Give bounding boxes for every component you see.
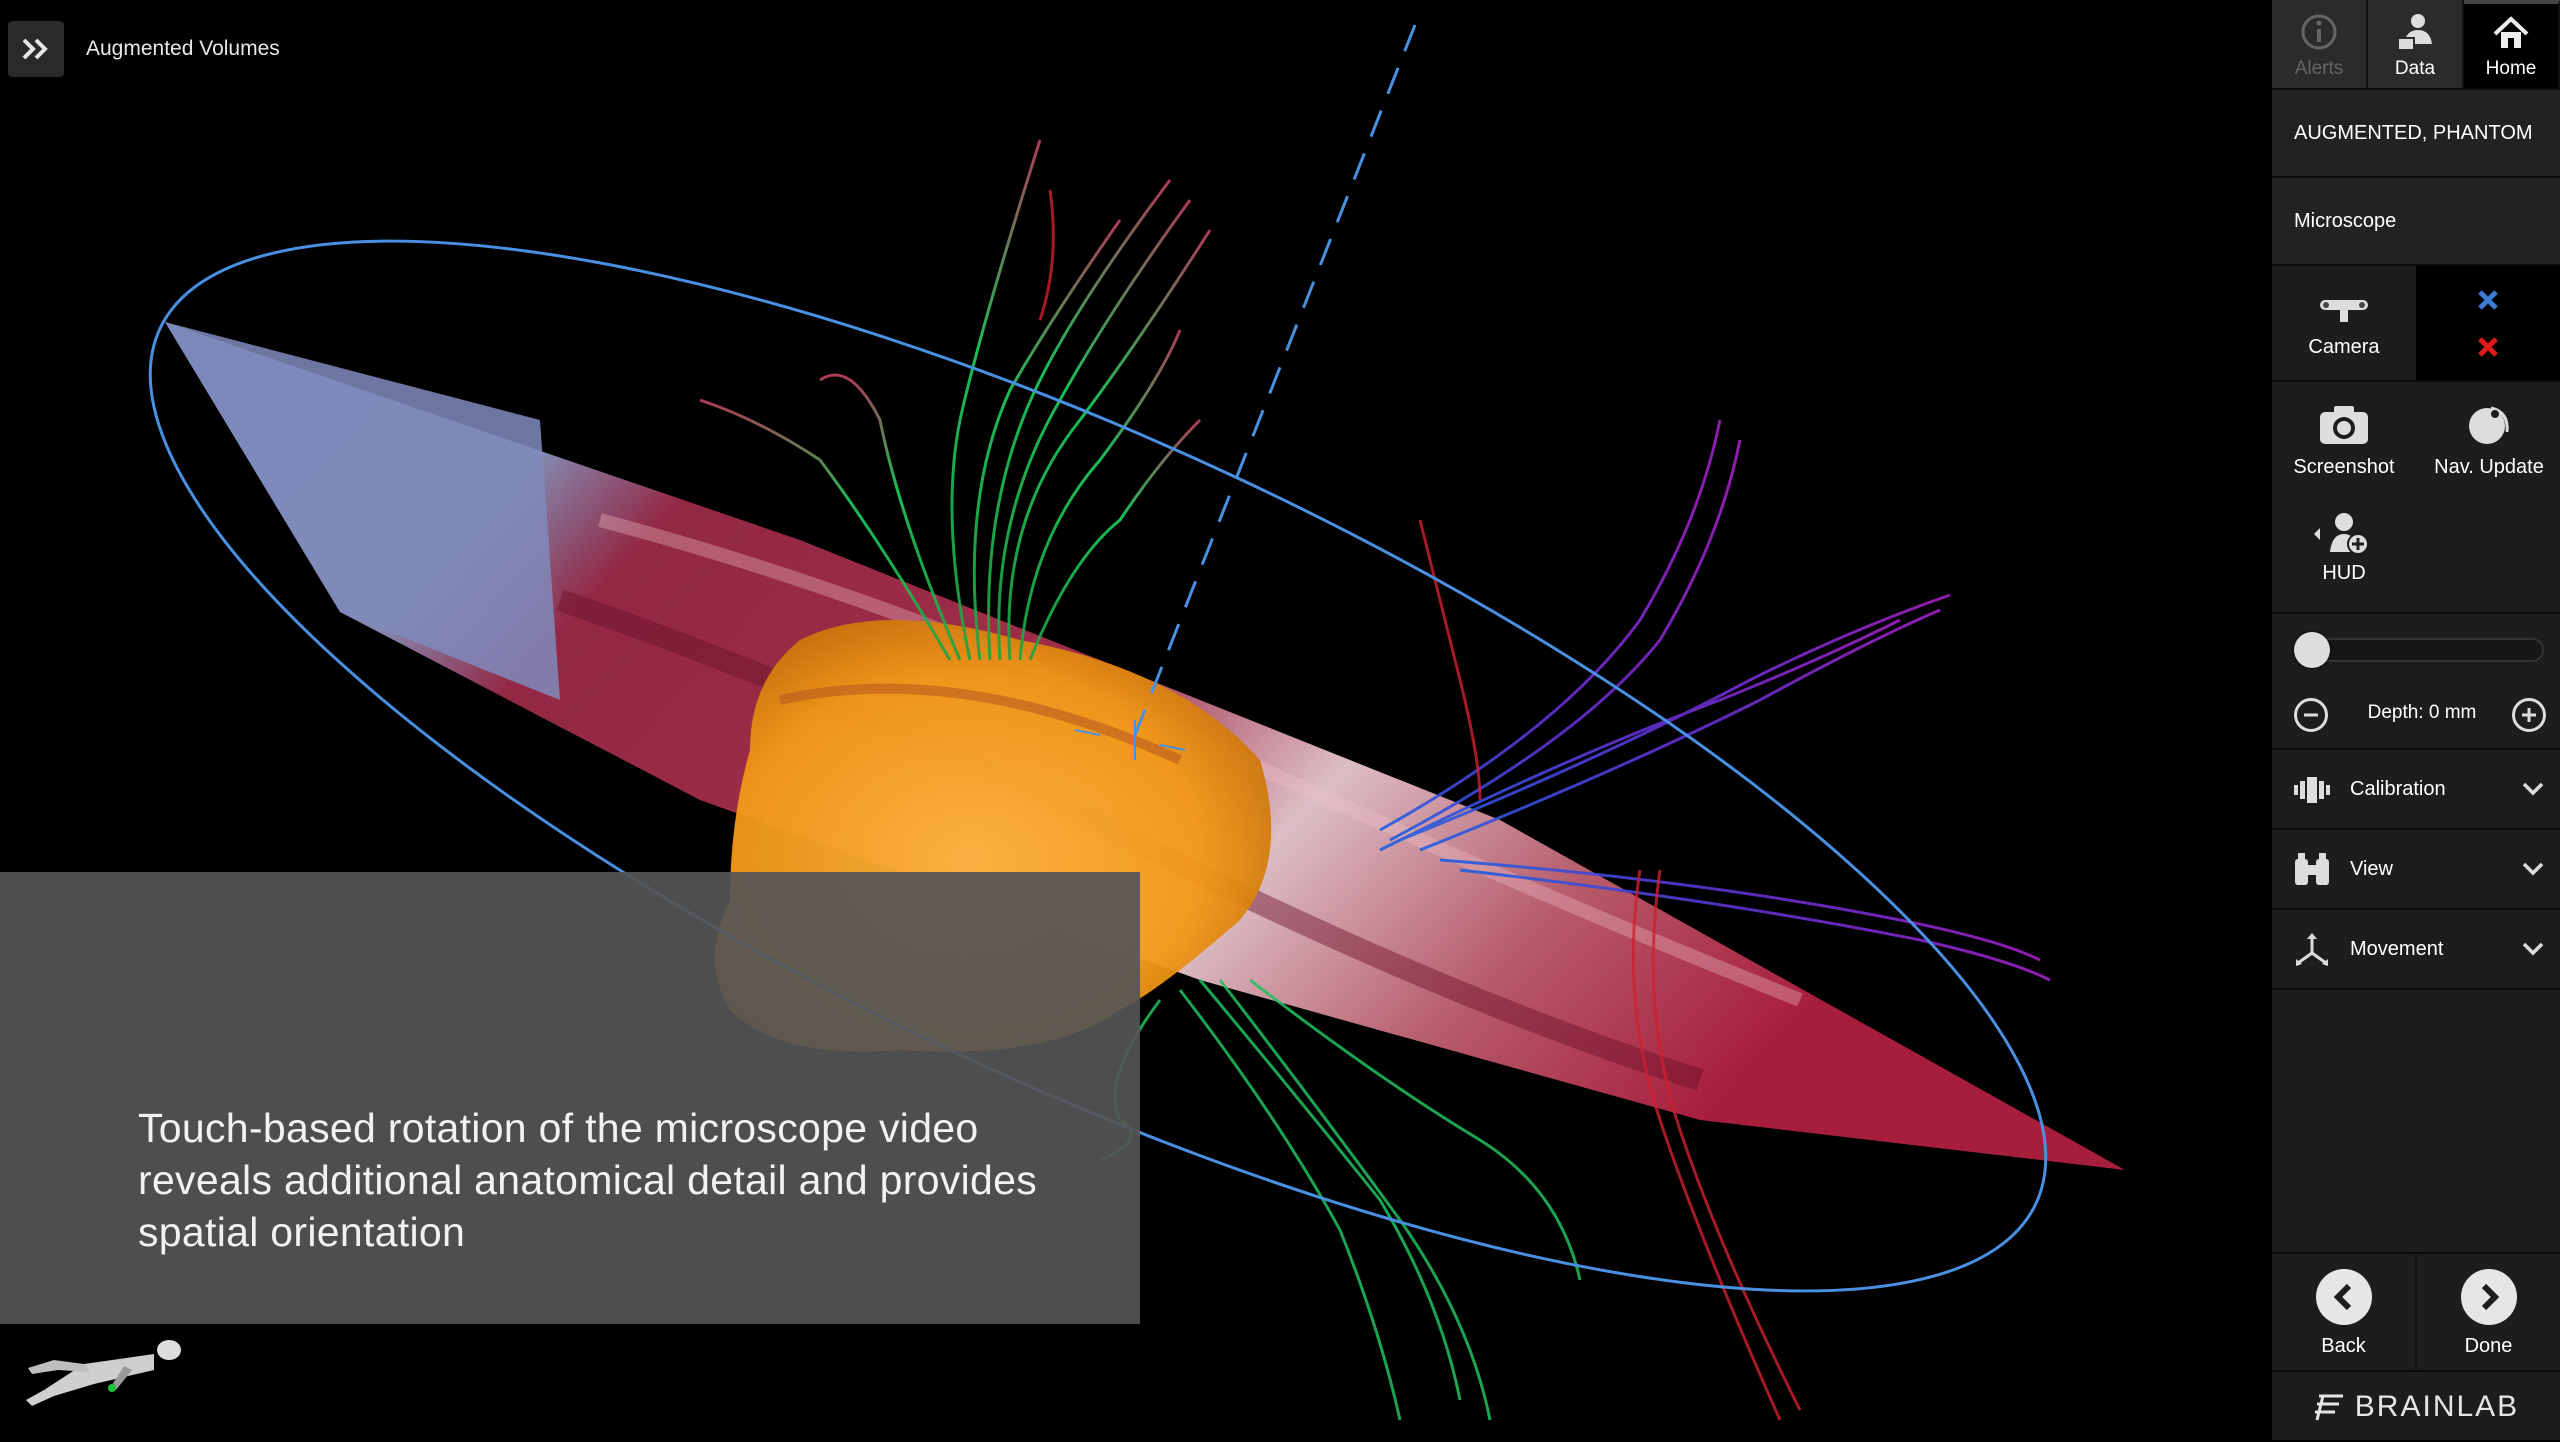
nav-update-button[interactable]: Nav. Update: [2424, 402, 2554, 479]
microscope-axis: [1133, 24, 1417, 736]
chevron-down-icon: [2522, 862, 2544, 876]
calibration-accordion[interactable]: Calibration: [2272, 750, 2560, 830]
calibration-label: Calibration: [2350, 777, 2446, 800]
hud-label: HUD: [2322, 562, 2366, 584]
binoculars-icon: [2295, 853, 2329, 885]
depth-decrease-button[interactable]: [2294, 698, 2328, 732]
device-selector[interactable]: Microscope: [2272, 178, 2560, 266]
patient-orientation-icon[interactable]: [14, 1330, 184, 1414]
back-button[interactable]: Back: [2272, 1254, 2415, 1372]
movement-label: Movement: [2350, 937, 2444, 960]
right-control-panel: Alerts Data Home AUGMENTED, PHANTOM Micr…: [2264, 0, 2560, 1440]
depth-increase-button[interactable]: [2512, 698, 2546, 732]
caption-overlay: [0, 872, 1140, 1324]
plus-icon: [2522, 708, 2536, 722]
calibration-icon: [2294, 777, 2330, 803]
minus-icon: [2304, 713, 2318, 717]
tab-data[interactable]: Data: [2368, 0, 2464, 88]
caption-text: Touch-based rotation of the microscope v…: [138, 1105, 1038, 1255]
camera-label: Camera: [2308, 335, 2380, 358]
back-label: Back: [2321, 1334, 2366, 1357]
movement-accordion[interactable]: Movement: [2272, 910, 2560, 990]
home-icon: [2493, 16, 2529, 48]
info-icon: [2301, 14, 2337, 50]
movement-icon: [2296, 933, 2328, 966]
brand-name: BRAINLAB: [2354, 1390, 2520, 1423]
tab-home-label: Home: [2485, 58, 2537, 79]
hud-button[interactable]: HUD: [2284, 510, 2404, 585]
brand-logo: BRAINLAB: [2272, 1370, 2560, 1442]
tab-home[interactable]: Home: [2464, 0, 2560, 88]
nav-update-label: Nav. Update: [2434, 456, 2544, 478]
page-title: Augmented Volumes: [86, 37, 280, 60]
tab-alerts[interactable]: Alerts: [2272, 0, 2368, 88]
tab-alerts-label: Alerts: [2294, 58, 2344, 79]
patient-name[interactable]: AUGMENTED, PHANTOM: [2272, 90, 2560, 178]
hud-icon: [2314, 513, 2369, 555]
red-marker-icon: [2478, 336, 2498, 357]
expand-panel-button[interactable]: [8, 21, 64, 77]
chevron-down-icon: [2522, 782, 2544, 796]
blue-marker-icon: [2478, 289, 2498, 310]
chevron-left-icon: [2333, 1283, 2351, 1310]
camera-icon: [2320, 406, 2368, 444]
chevron-right-icon: [2481, 1283, 2499, 1310]
view-label: View: [2350, 857, 2393, 880]
done-button[interactable]: Done: [2415, 1254, 2560, 1372]
3d-viewport[interactable]: Augmented Volumes Touch-based rotation o…: [0, 0, 2264, 1440]
chevron-down-icon: [2522, 942, 2544, 956]
depth-slider-knob[interactable]: [2294, 632, 2330, 668]
done-label: Done: [2464, 1334, 2513, 1357]
nav-update-icon: [2469, 406, 2509, 444]
tracking-status: [2416, 266, 2560, 380]
view-accordion[interactable]: View: [2272, 830, 2560, 910]
screenshot-button[interactable]: Screenshot: [2284, 402, 2404, 479]
brainlab-logo-icon: [2314, 1394, 2343, 1421]
camera-tracker-icon: [2320, 299, 2368, 322]
patient-data-icon: [2397, 14, 2432, 51]
tab-data-label: Data: [2394, 58, 2436, 79]
screenshot-label: Screenshot: [2293, 456, 2395, 478]
camera-button[interactable]: Camera: [2272, 266, 2416, 380]
double-chevron-right-icon: [22, 38, 48, 60]
depth-label: Depth: 0 mm: [2367, 702, 2477, 723]
depth-slider[interactable]: [2294, 638, 2544, 662]
